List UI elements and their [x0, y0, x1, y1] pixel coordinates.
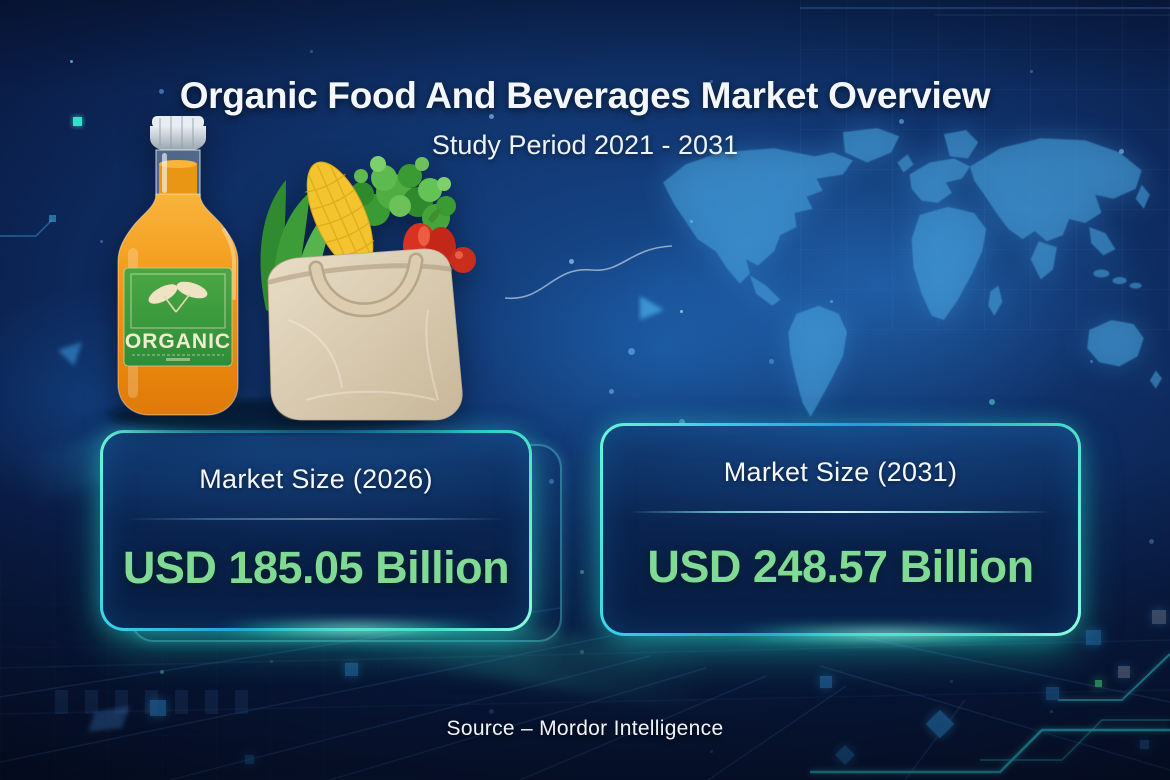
- glow-square: [835, 745, 855, 765]
- data-bars-decoration: [55, 690, 265, 714]
- japan: [1135, 184, 1150, 209]
- south-america: [788, 305, 847, 417]
- india: [1030, 241, 1057, 280]
- southeast-asia: [1089, 227, 1116, 256]
- australia: [1087, 319, 1144, 367]
- gray-square: [1152, 610, 1166, 624]
- madagascar: [988, 285, 1003, 316]
- glow-square: [245, 755, 254, 764]
- tomato: [450, 247, 476, 273]
- glow-square: [1140, 740, 1149, 749]
- indonesia-island: [1129, 282, 1142, 289]
- green-dot: [1095, 680, 1102, 687]
- source-attribution: Source – Mordor Intelligence: [446, 717, 724, 740]
- continents: [663, 128, 1162, 417]
- indonesia-island: [1093, 269, 1110, 278]
- glow-square: [820, 676, 832, 688]
- central-america: [750, 275, 781, 306]
- gray-square: [1118, 666, 1130, 678]
- glow-square: [1086, 630, 1101, 645]
- page-title: Organic Food And Beverages Market Overvi…: [179, 74, 991, 116]
- card-divider: [126, 518, 506, 520]
- organic-label: ORGANIC: [123, 267, 233, 367]
- particle-dots: [70, 60, 73, 63]
- card-value-2026: USD 185.05 Billion: [122, 542, 510, 593]
- world-map: [663, 128, 1162, 417]
- study-period-subtitle: Study Period 2021 - 2031: [431, 130, 739, 160]
- indonesia-island: [1112, 277, 1127, 285]
- glow-square: [345, 663, 358, 676]
- africa: [911, 206, 987, 320]
- europe: [909, 158, 971, 203]
- market-size-2026-card: Market Size (2026) USD 185.05 Billion: [100, 430, 532, 631]
- card-value-2031: USD 248.57 Billion: [647, 541, 1034, 592]
- bottle-label-text: ORGANIC: [125, 330, 231, 353]
- glow-square: [1046, 687, 1059, 700]
- market-size-2031-card: Market Size (2031) USD 248.57 Billion: [600, 423, 1081, 636]
- circuit-traces: [810, 653, 1170, 774]
- tote-bag: [267, 248, 463, 421]
- card-title-2026: Market Size (2026): [199, 464, 433, 494]
- new-zealand: [1149, 370, 1162, 389]
- north-america: [663, 148, 853, 284]
- card-title-2031: Market Size (2031): [723, 457, 958, 487]
